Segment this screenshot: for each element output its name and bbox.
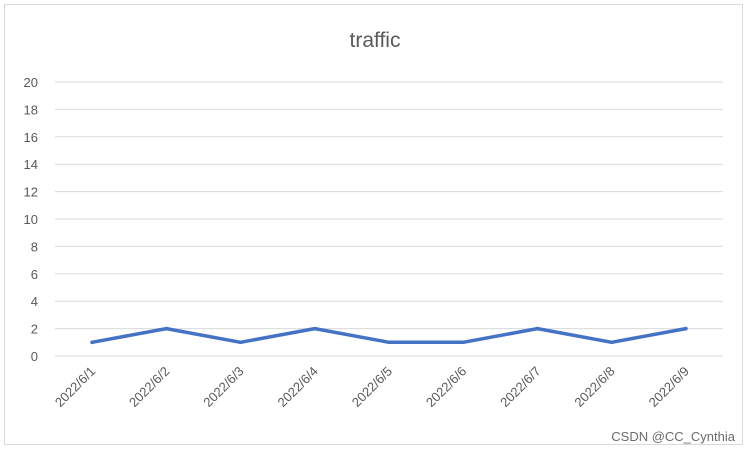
data-point [535, 326, 540, 331]
x-tick-label: 2022/6/3 [200, 364, 246, 410]
x-tick-label: 2022/6/7 [497, 364, 543, 410]
y-axis-ticks: 0 2 4 6 8 10 12 14 16 18 20 [24, 75, 38, 364]
data-point [461, 340, 466, 345]
x-tick-label: 2022/6/4 [275, 364, 321, 410]
watermark: CSDN @CC_Cynthia [611, 429, 735, 444]
chart-title: traffic [350, 29, 401, 52]
data-point [387, 340, 391, 345]
series-layer [90, 326, 688, 345]
y-tick-label: 12 [24, 185, 38, 200]
x-axis-ticks: 2022/6/1 2022/6/2 2022/6/3 2022/6/4 2022/6/5… [52, 364, 692, 410]
y-tick-label: 8 [31, 239, 38, 254]
y-tick-label: 10 [24, 212, 38, 227]
y-tick-label: 14 [24, 157, 38, 172]
y-tick-label: 4 [31, 294, 38, 309]
x-tick-label: 2022/6/9 [646, 364, 692, 410]
data-point [238, 340, 243, 345]
data-point [609, 340, 614, 345]
x-tick-label: 2022/6/8 [571, 364, 617, 410]
chart-frame [4, 4, 743, 445]
x-tick-label: 2022/6/5 [349, 364, 395, 410]
series-line [90, 326, 688, 345]
y-tick-label: 18 [24, 102, 38, 117]
y-tick-label: 6 [31, 267, 38, 282]
y-tick-label: 16 [24, 130, 38, 145]
x-tick-label: 2022/6/1 [52, 364, 98, 410]
y-tick-label: 2 [31, 322, 38, 337]
data-point [164, 326, 169, 331]
data-point [90, 340, 94, 345]
data-point [684, 326, 688, 331]
y-tick-label: 20 [24, 75, 38, 90]
data-point [312, 326, 317, 331]
grid-lines [55, 81, 723, 357]
x-tick-label: 2022/6/6 [423, 364, 469, 410]
y-tick-label: 0 [31, 349, 38, 364]
x-tick-label: 2022/6/2 [126, 364, 172, 410]
